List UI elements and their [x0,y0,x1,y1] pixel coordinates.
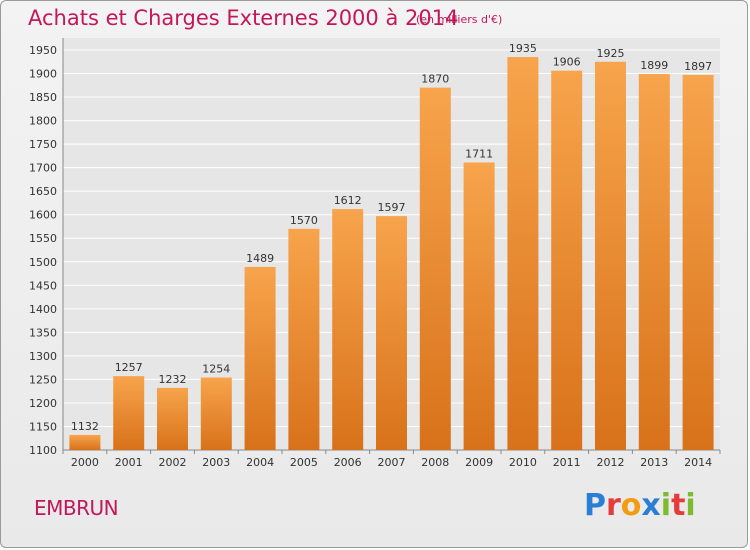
data-label: 1612 [334,194,362,207]
bar [200,377,232,450]
x-tick-label: 2004 [246,456,274,469]
bar [682,74,714,451]
data-label: 1906 [553,56,581,69]
bar [376,216,407,450]
bar [463,162,495,450]
bar [332,209,364,450]
y-tick-label: 1850 [29,91,57,104]
data-label: 1489 [246,252,274,265]
data-label: 1870 [421,73,449,86]
logo-letter: o [620,488,642,523]
y-tick-label: 1500 [29,256,57,269]
x-tick-label: 2007 [378,456,406,469]
y-tick-label: 1650 [29,185,57,198]
x-tick-label: 2003 [202,456,230,469]
x-tick-label: 2000 [71,456,99,469]
bar [69,434,101,450]
y-tick-label: 1800 [29,115,57,128]
logo-letter: r [606,488,621,523]
data-label: 1254 [202,363,230,376]
bar [157,387,188,450]
data-label: 1899 [640,59,668,72]
data-label: 1897 [684,60,712,73]
y-tick-label: 1350 [29,326,57,339]
y-tick-label: 1900 [29,68,57,81]
logo-letter: x [641,488,661,523]
logo-letter: P [584,488,606,523]
x-tick-label: 2014 [684,456,712,469]
chart-subtitle: (en milliers d'€) [416,13,503,26]
y-tick-label: 1100 [29,444,57,457]
y-tick-label: 1400 [29,303,57,316]
bar [244,266,276,450]
x-tick-label: 2005 [290,456,318,469]
proxiti-logo: Proxiti [584,488,696,523]
y-tick-label: 1450 [29,279,57,292]
commune-name: EMBRUN [34,496,119,520]
data-label: 1711 [465,147,493,160]
x-tick-label: 2001 [115,456,143,469]
x-tick-label: 2011 [553,456,581,469]
y-tick-label: 1550 [29,232,57,245]
y-tick-label: 1950 [29,44,57,57]
bar [507,57,539,450]
logo-letter: i [685,488,696,523]
y-tick-label: 1250 [29,373,57,386]
logo-letter: t [671,488,686,523]
bar [638,74,670,450]
bar [419,87,451,450]
x-tick-label: 2009 [465,456,493,469]
bar [595,61,626,450]
x-tick-label: 2013 [640,456,668,469]
y-tick-label: 1300 [29,350,57,363]
data-label: 1132 [71,420,99,433]
data-label: 1935 [509,42,537,55]
x-tick-label: 2010 [509,456,537,469]
y-tick-label: 1150 [29,420,57,433]
data-label: 1257 [115,361,143,374]
y-tick-label: 1750 [29,138,57,151]
bar [551,70,583,451]
data-label: 1597 [378,201,406,214]
y-tick-label: 1600 [29,209,57,222]
y-tick-label: 1200 [29,397,57,410]
y-tick-label: 1700 [29,162,57,175]
bar [113,376,145,450]
data-label: 1232 [159,373,187,386]
data-label: 1570 [290,214,318,227]
x-tick-label: 2012 [597,456,625,469]
chart-title: Achats et Charges Externes 2000 à 2014 [28,6,459,30]
bar [288,228,320,450]
x-tick-label: 2008 [421,456,449,469]
x-tick-label: 2002 [159,456,187,469]
data-label: 1925 [597,47,625,60]
logo-letter: i [660,488,672,523]
x-tick-label: 2006 [334,456,362,469]
